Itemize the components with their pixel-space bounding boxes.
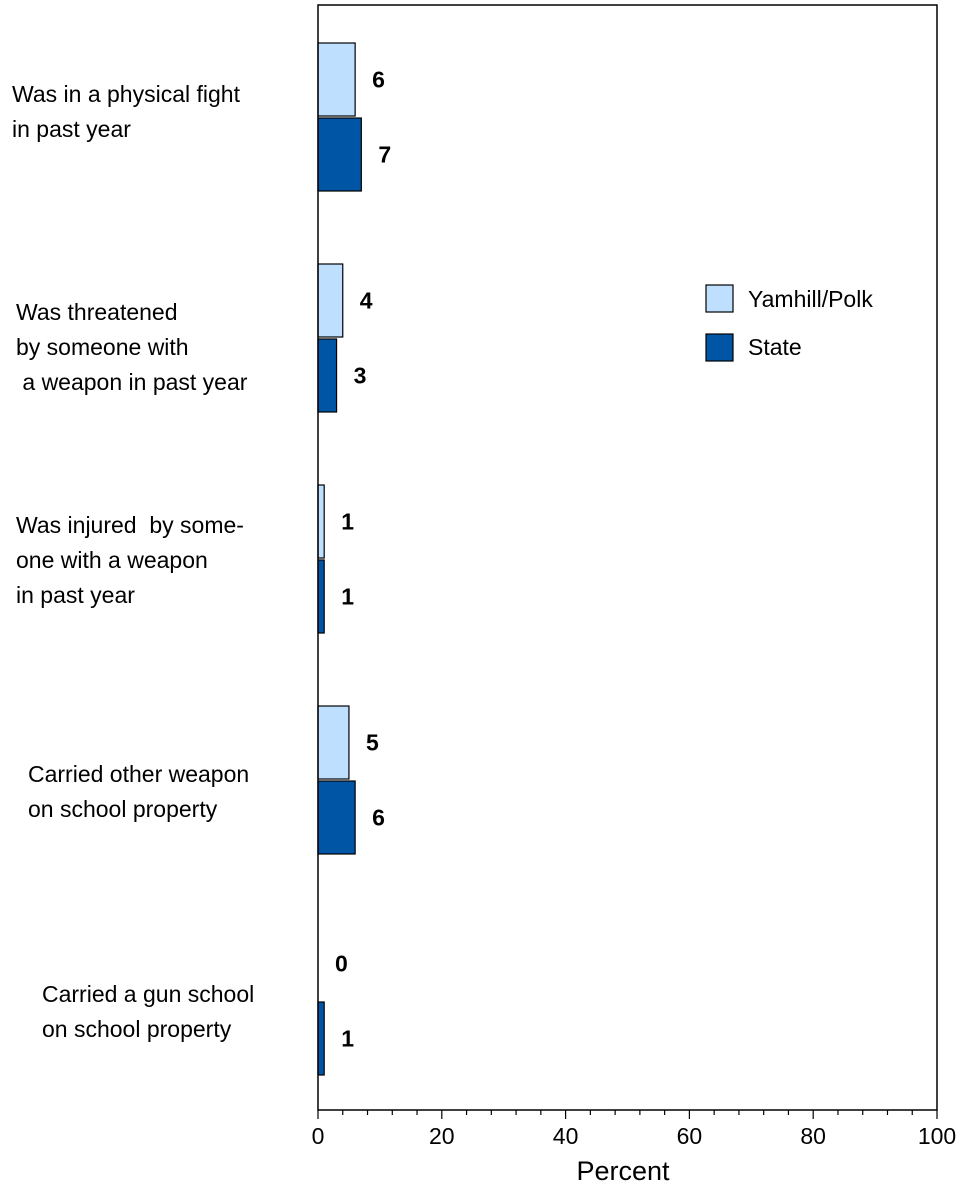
value-label-state-5: 1 bbox=[341, 1026, 354, 1052]
category-label-5: Carried a gun school on school property bbox=[42, 981, 254, 1042]
bar-yamhill-polk-4 bbox=[317, 705, 350, 780]
category-label-3: Was injured by some-one with a weapon in … bbox=[16, 512, 244, 608]
bar-yamhill-polk-1 bbox=[317, 42, 356, 117]
x-tick-label: 20 bbox=[429, 1123, 455, 1149]
value-label-state-1: 7 bbox=[378, 142, 391, 168]
legend-swatch-state bbox=[705, 333, 734, 362]
bar-state-2 bbox=[317, 338, 338, 413]
bars-layer bbox=[317, 42, 362, 1076]
value-label-yamhill-polk-1: 6 bbox=[372, 67, 385, 93]
x-tick-label: 0 bbox=[312, 1123, 325, 1149]
x-tick-label: 80 bbox=[800, 1123, 826, 1149]
value-label-state-4: 6 bbox=[372, 805, 385, 831]
value-label-yamhill-polk-3: 1 bbox=[341, 509, 354, 535]
category-label-4: Carried other weapon on school property bbox=[28, 761, 249, 822]
category-label-1: Was in a physical fight in past year bbox=[12, 81, 241, 142]
bar-state-4 bbox=[317, 780, 356, 855]
value-label-state-3: 1 bbox=[341, 584, 354, 610]
legend-label-yamhill-polk: Yamhill/Polk bbox=[748, 286, 873, 312]
plot-frame bbox=[317, 4, 938, 1111]
bar-state-1 bbox=[317, 117, 362, 192]
category-label-2: Was threatened by someone with a weapon i… bbox=[16, 299, 248, 395]
bar-yamhill-polk-3 bbox=[317, 484, 325, 559]
legend: Yamhill/Polk State bbox=[705, 284, 873, 362]
legend-swatch-yamhill-polk bbox=[705, 284, 734, 313]
value-label-state-2: 3 bbox=[354, 363, 367, 389]
labels-layer: 6 7 Was in a physical fight in past year 4 3 W… bbox=[12, 67, 391, 1052]
bar-state-3 bbox=[317, 559, 325, 634]
bar-state-5 bbox=[317, 1001, 325, 1076]
value-label-yamhill-polk-5: 0 bbox=[335, 951, 348, 977]
x-tick-label: 40 bbox=[553, 1123, 579, 1149]
bar-yamhill-polk-2 bbox=[317, 263, 344, 338]
x-axis-title: Percent bbox=[576, 1156, 670, 1186]
value-label-yamhill-polk-2: 4 bbox=[360, 288, 373, 314]
x-axis: 0 20 40 60 80 100 bbox=[312, 1110, 956, 1149]
x-tick-label: 60 bbox=[677, 1123, 703, 1149]
value-label-yamhill-polk-4: 5 bbox=[366, 730, 379, 756]
x-tick-label: 100 bbox=[918, 1123, 956, 1149]
legend-label-state: State bbox=[748, 334, 802, 360]
